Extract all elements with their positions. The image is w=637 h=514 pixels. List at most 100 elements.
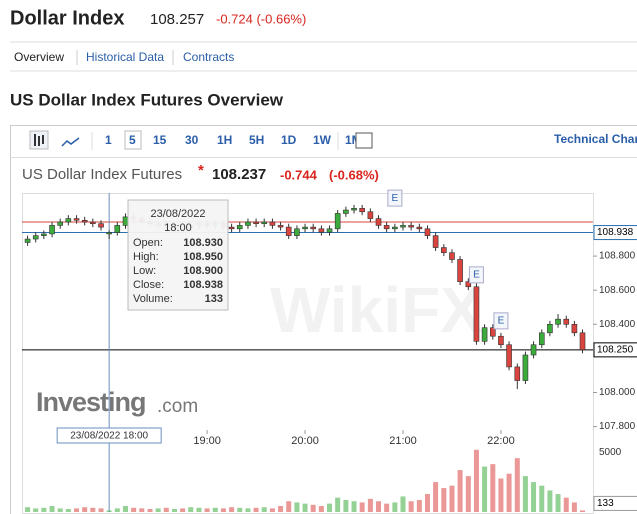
interval-button[interactable]: 1W: [313, 133, 332, 147]
tab[interactable]: Historical Data: [86, 50, 164, 64]
volume-bar: [555, 494, 561, 512]
y-tick-label: 108.400: [599, 319, 636, 330]
volume-bar: [400, 496, 406, 512]
tooltip: [127, 199, 229, 311]
y-tick-label: 108.000: [599, 387, 636, 398]
technical-chart-link[interactable]: Technical Chart: [554, 132, 637, 146]
tooltip-key: High:: [133, 251, 159, 263]
price: 108.257: [150, 11, 204, 28]
candle-body: [49, 225, 55, 235]
interval-group: 1 5 15 30 1H 5H 1D 1W 1M: [105, 130, 362, 150]
volume-bar: [506, 473, 512, 512]
line-icon[interactable]: [61, 137, 80, 147]
candle-body: [490, 327, 496, 337]
candle-body: [81, 219, 88, 223]
volume-bar: [367, 498, 373, 512]
change: -0.724 (-0.66%): [216, 11, 306, 26]
interval-button[interactable]: 1D: [281, 133, 297, 147]
candle-body: [269, 221, 276, 226]
candle-body: [228, 226, 235, 230]
candle-body: [41, 233, 47, 236]
y-tick-label: 108.800: [599, 251, 636, 262]
candle-body: [73, 218, 80, 221]
volume-bar: [441, 488, 447, 512]
volume-bar: [261, 507, 267, 512]
interval-button[interactable]: 5: [129, 133, 136, 147]
candle-glyph: [34, 134, 44, 146]
calendar-icon[interactable]: [355, 132, 373, 149]
candle-body: [579, 332, 586, 351]
candle-body: [383, 225, 390, 230]
candle-body: [318, 228, 325, 233]
volume-bar: [139, 508, 145, 512]
candle-body: [359, 208, 365, 213]
tab[interactable]: Overview: [14, 50, 64, 64]
volume-bar: [335, 497, 341, 512]
volume-bar: [98, 508, 104, 512]
candle-body: [473, 286, 480, 342]
volume-bar: [433, 482, 439, 512]
candle-body: [351, 208, 357, 211]
volume-bar: [286, 501, 292, 512]
candle-body: [122, 216, 129, 226]
volume-bar: [465, 476, 471, 512]
candle-body: [555, 318, 561, 325]
candle-body: [514, 366, 521, 381]
event-marker[interactable]: [468, 266, 484, 284]
marker: *: [198, 162, 204, 179]
candle-body: [106, 232, 112, 235]
volume-bar: [482, 466, 488, 512]
volume-bar: [229, 507, 235, 512]
event-label: E: [473, 269, 480, 280]
price-label: 108.938: [597, 227, 634, 238]
event-marker[interactable]: [493, 312, 509, 330]
tooltip-value: 108.938: [183, 279, 223, 291]
plot: 107.800 108.000 108.400 108.600 108.800 19:00…: [22, 189, 637, 512]
volume-bar: [237, 507, 243, 512]
volume-box: [593, 495, 637, 511]
event-marker[interactable]: [387, 189, 403, 207]
candle-body: [367, 211, 374, 219]
candle-body: [530, 344, 537, 356]
volume-bar: [490, 464, 496, 512]
volume-bar: [547, 490, 553, 512]
candle-body: [302, 226, 308, 230]
volume-bar: [351, 501, 357, 512]
instrument-change-pct: (-0.68%): [329, 167, 379, 182]
volume-bar: [343, 500, 349, 512]
interval-button[interactable]: 1H: [217, 133, 232, 147]
watermark: WikiFX: [270, 274, 483, 346]
interval-selected: [124, 130, 142, 150]
candle-body: [498, 335, 504, 346]
interval-button[interactable]: 15: [153, 133, 167, 147]
candle-body: [65, 218, 72, 223]
candle-body: [334, 213, 341, 230]
interval-button[interactable]: 5H: [249, 133, 264, 147]
x-tick-label: 21:00: [389, 435, 417, 447]
x-tick-label: 20:00: [291, 435, 319, 447]
volume-bar: [204, 508, 210, 512]
candle-body: [98, 223, 104, 228]
instrument-name: US Dollar Index Futures: [22, 166, 182, 183]
volume-bar: [514, 458, 520, 512]
crosshair-label: 23/08/2022 18:00: [70, 431, 148, 442]
candle-body: [245, 221, 251, 226]
tooltip-key: Volume:: [133, 293, 173, 305]
interval-button[interactable]: 1: [105, 133, 112, 147]
tooltip-key: Low:: [133, 265, 156, 277]
candle-body: [522, 354, 529, 381]
instrument-change: -0.744: [280, 167, 318, 182]
volume-label: 133: [597, 498, 614, 509]
volume-bar: [123, 506, 129, 512]
volume-bar: [416, 500, 422, 512]
tab[interactable]: Contracts: [183, 50, 234, 64]
volume-bar: [384, 503, 390, 512]
volume-bar: [25, 507, 31, 512]
instrument-price: 108.237: [212, 166, 266, 183]
y-tick-label: 107.800: [599, 421, 636, 432]
candle-body: [547, 323, 553, 334]
volume-bar: [245, 508, 251, 512]
candle-body: [563, 318, 570, 325]
interval-button[interactable]: 30: [185, 133, 199, 147]
